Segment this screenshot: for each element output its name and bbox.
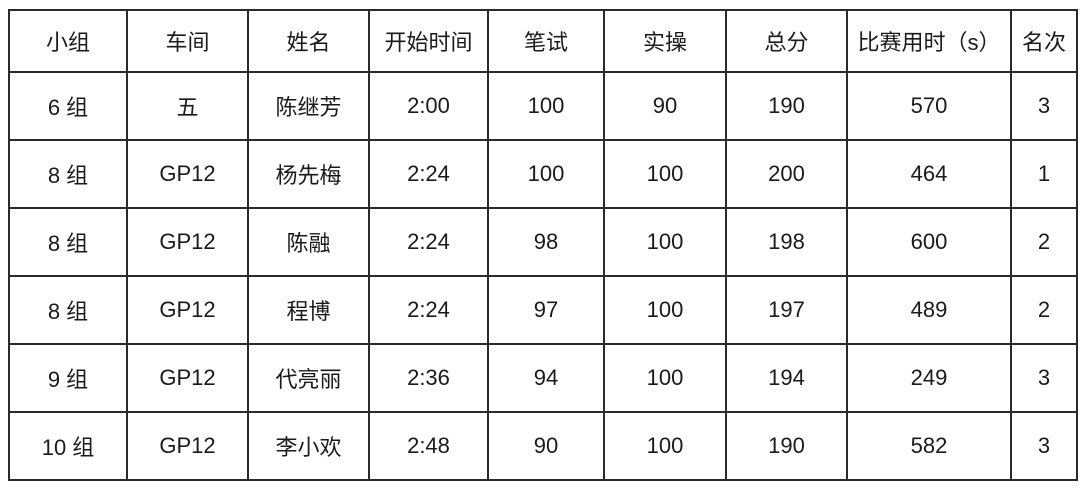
column-header-name: 姓名: [247, 9, 370, 73]
competition-results-table: 小组 车间 姓名 开始时间 笔试 实操 总分 比赛用时（s） 名次 6 组五陈继芳 2:00 100…: [8, 9, 1078, 481]
cell-group: 8 组: [8, 207, 128, 277]
cell-group: 9 组: [8, 343, 128, 413]
cell-group: 10 组: [8, 411, 128, 481]
cell-group: 6 组: [8, 71, 128, 141]
cell-workshop: GP12: [126, 343, 249, 413]
header-row: 小组 车间 姓名 开始时间 笔试 实操 总分 比赛用时（s） 名次: [8, 9, 1078, 73]
cell-written: 97: [487, 275, 605, 345]
cell-total: 200: [725, 139, 848, 209]
cell-practical: 100: [603, 207, 727, 277]
cell-total: 190: [725, 411, 848, 481]
cell-duration: 582: [846, 411, 1012, 481]
cell-workshop: GP12: [126, 207, 249, 277]
cell-start-time: 2:36: [368, 343, 489, 413]
cell-duration: 570: [846, 71, 1012, 141]
cell-practical: 90: [603, 71, 727, 141]
cell-name: 李小欢: [247, 411, 370, 481]
table-header: 小组 车间 姓名 开始时间 笔试 实操 总分 比赛用时（s） 名次: [8, 9, 1078, 73]
cell-name: 杨先梅: [247, 139, 370, 209]
table-row: 9 组 GP12 代亮丽 2:36 94 100 194 249 3: [8, 343, 1078, 413]
cell-rank: 3: [1010, 411, 1078, 481]
cell-total: 197: [725, 275, 848, 345]
table-row: 10 组 GP12 李小欢 2:48 90 100 190 582 3: [8, 411, 1078, 481]
cell-written: 100: [487, 71, 605, 141]
cell-name: 陈继芳: [247, 71, 370, 141]
cell-rank: 2: [1010, 207, 1078, 277]
cell-duration: 464: [846, 139, 1012, 209]
cell-duration: 249: [846, 343, 1012, 413]
cell-written: 100: [487, 139, 605, 209]
column-header-practical: 实操: [603, 9, 727, 73]
table-body: 6 组五陈继芳 2:00 100 90 190 570 3 8 组 GP12 杨先梅 2:24 100…: [8, 71, 1078, 481]
cell-written: 94: [487, 343, 605, 413]
cell-rank: 3: [1010, 71, 1078, 141]
cell-duration: 600: [846, 207, 1012, 277]
cell-rank: 3: [1010, 343, 1078, 413]
cell-total: 194: [725, 343, 848, 413]
cell-group: 8 组: [8, 275, 128, 345]
column-header-group: 小组: [8, 9, 128, 73]
column-header-rank: 名次: [1010, 9, 1078, 73]
column-header-written: 笔试: [487, 9, 605, 73]
cell-practical: 100: [603, 411, 727, 481]
results-table-container: 小组 车间 姓名 开始时间 笔试 实操 总分 比赛用时（s） 名次 6 组五陈继芳 2:00 100…: [8, 9, 1078, 481]
cell-name: 陈融: [247, 207, 370, 277]
cell-practical: 100: [603, 343, 727, 413]
cell-start-time: 2:24: [368, 275, 489, 345]
cell-workshop: GP12: [126, 275, 249, 345]
cell-written: 90: [487, 411, 605, 481]
cell-practical: 100: [603, 139, 727, 209]
table-row: 6 组五陈继芳 2:00 100 90 190 570 3: [8, 71, 1078, 141]
cell-name: 代亮丽: [247, 343, 370, 413]
cell-duration: 489: [846, 275, 1012, 345]
cell-name: 程博: [247, 275, 370, 345]
column-header-start-time: 开始时间: [368, 9, 489, 73]
cell-rank: 2: [1010, 275, 1078, 345]
cell-start-time: 2:24: [368, 207, 489, 277]
cell-workshop: 五: [126, 71, 249, 141]
cell-workshop: GP12: [126, 411, 249, 481]
cell-start-time: 2:48: [368, 411, 489, 481]
cell-workshop: GP12: [126, 139, 249, 209]
cell-group: 8 组: [8, 139, 128, 209]
cell-written: 98: [487, 207, 605, 277]
cell-start-time: 2:00: [368, 71, 489, 141]
table-row: 8 组 GP12 杨先梅 2:24 100 100 200 464 1: [8, 139, 1078, 209]
cell-start-time: 2:24: [368, 139, 489, 209]
table-row: 8 组 GP12 陈融 2:24 98 100 198 600 2: [8, 207, 1078, 277]
cell-total: 198: [725, 207, 848, 277]
cell-total: 190: [725, 71, 848, 141]
table-row: 8 组 GP12 程博 2:24 97 100 197 489 2: [8, 275, 1078, 345]
cell-rank: 1: [1010, 139, 1078, 209]
cell-practical: 100: [603, 275, 727, 345]
column-header-total: 总分: [725, 9, 848, 73]
column-header-duration: 比赛用时（s）: [846, 9, 1012, 73]
column-header-workshop: 车间: [126, 9, 249, 73]
